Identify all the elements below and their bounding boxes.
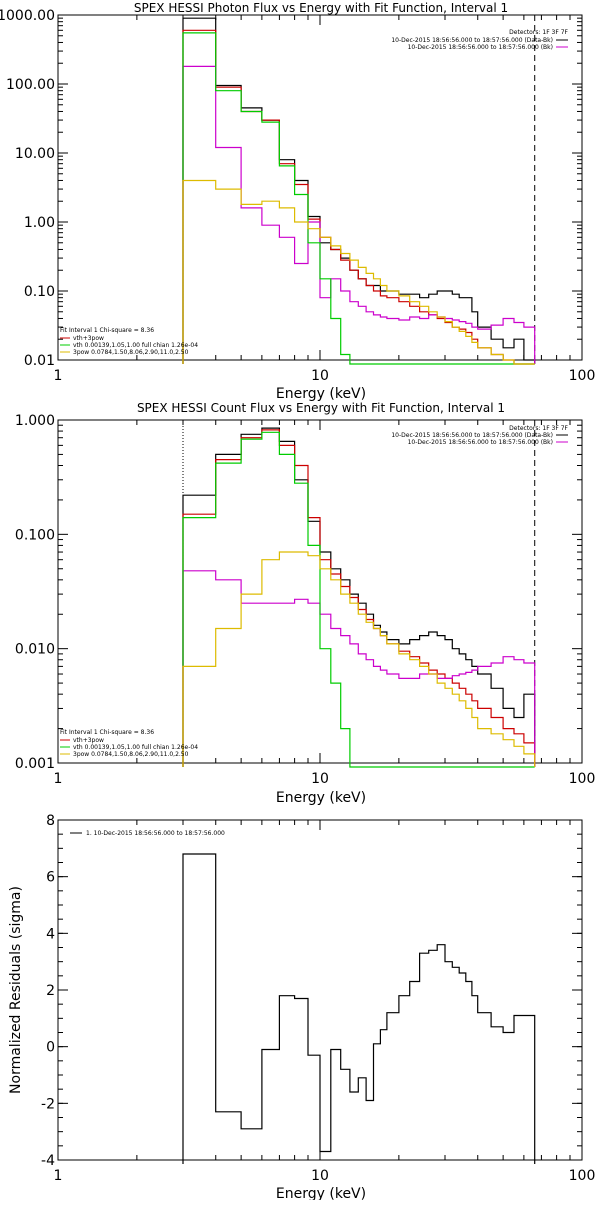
series-group (182, 427, 536, 768)
legend-header: Fit Interval 1 Chi-square = 8.36 (60, 327, 154, 334)
legend-header: Fit Interval 1 Chi-square = 8.36 (60, 729, 154, 736)
series-line-1-10-dec-2015-18-56-56-000-to-18-57-56-000 (182, 853, 536, 1164)
y-tick-label: 10.00 (15, 146, 55, 162)
panel-photon-flux: SPEX HESSI Photon Flux vs Energy with Fi… (0, 1, 595, 402)
y-tick-label: 100.00 (6, 77, 55, 93)
series-group (182, 17, 536, 365)
reference-lines (182, 420, 536, 763)
legend-entry: 3pow 0.0784,1.50,8.06,2.90,11.0,2.50 (73, 349, 189, 356)
series-line-vth-3pow (182, 429, 536, 767)
axis-ticks: 1 10 100 -4 -2 0 2 4 6 8 (41, 813, 595, 1184)
legend-bottom-left: Fit Interval 1 Chi-square = 8.36 vth+3po… (60, 327, 198, 356)
series-group (182, 853, 536, 1164)
y-tick-label: 6 (46, 870, 55, 886)
x-tick-label: 1 (54, 1168, 63, 1184)
plot-frame (57, 14, 583, 361)
series-line-bk (182, 65, 536, 364)
axis-ticks: 1 10 100 0.001 0.010 0.100 1.000 (15, 413, 595, 787)
x-tick-label: 100 (569, 368, 596, 384)
y-tick-label: 0.001 (15, 756, 55, 772)
legend-entry: vth+3pow (73, 335, 104, 342)
series-line-vth (182, 32, 535, 365)
reference-lines (182, 15, 536, 360)
legend-entry: 10-Dec-2015 18:56:56.000 to 18:57:56.000… (408, 439, 553, 446)
series-line-data-bk (182, 17, 536, 364)
x-tick-label: 100 (569, 1168, 596, 1184)
legend-entry: 10-Dec-2015 18:56:56.000 to 18:57:56.000… (408, 44, 553, 51)
y-axis-label: Normalized Residuals (sigma) (8, 886, 24, 1094)
y-tick-label: -4 (41, 1153, 55, 1169)
series-line-bk (182, 570, 536, 767)
chart-title: SPEX HESSI Count Flux vs Energy with Fit… (137, 401, 505, 415)
legend-entry: 3pow 0.0784,1.50,8.06,2.90,11.0,2.50 (73, 751, 189, 758)
chart-title: SPEX HESSI Photon Flux vs Energy with Fi… (134, 1, 508, 15)
y-tick-label: 2 (46, 983, 55, 999)
x-axis-label: Energy (keV) (276, 790, 366, 806)
y-tick-label: 0.01 (24, 353, 55, 369)
x-axis-label: Energy (keV) (276, 1186, 366, 1200)
legend-entry: 10-Dec-2015 18:56:56.000 to 18:57:56.000… (391, 37, 553, 44)
legend-top-right: Detectors: 1F 3F 7F 10-Dec-2015 18:56:56… (391, 425, 568, 446)
x-tick-label: 10 (311, 771, 329, 787)
y-tick-label: 0.100 (15, 527, 55, 543)
panel-count-flux: SPEX HESSI Count Flux vs Energy with Fit… (15, 401, 595, 806)
legend-entry: vth 0.00139,1.05,1.00 full chian 1.26e-0… (73, 342, 198, 349)
y-tick-label: 0 (46, 1040, 55, 1056)
y-tick-label: 0.10 (24, 284, 55, 300)
y-tick-label: 1.00 (24, 215, 55, 231)
legend-header: Detectors: 1F 3F 7F (509, 29, 568, 36)
y-tick-label: 1.000 (15, 413, 55, 429)
x-axis-label: Energy (keV) (276, 386, 366, 402)
x-tick-label: 1 (54, 771, 63, 787)
y-tick-label: 4 (46, 926, 55, 942)
y-tick-label: 0.010 (15, 642, 55, 658)
series-line-3pow (182, 179, 535, 365)
legend-top-left: 1. 10-Dec-2015 18:56:56.000 to 18:57:56.… (70, 830, 225, 837)
legend-entry: 10-Dec-2015 18:56:56.000 to 18:57:56.000… (391, 432, 553, 439)
y-tick-label: 8 (46, 813, 55, 829)
series-line-vth-3pow (182, 29, 535, 365)
series-line-vth (182, 431, 535, 768)
x-tick-label: 1 (54, 368, 63, 384)
x-tick-label: 10 (311, 1168, 329, 1184)
axis-ticks: 1 10 100 0.01 0.10 1.00 10.00 100.00 1000.00 (0, 8, 595, 384)
y-tick-label: 1000.00 (0, 8, 55, 24)
legend-entry: 1. 10-Dec-2015 18:56:56.000 to 18:57:56.… (86, 830, 225, 837)
x-tick-label: 100 (569, 771, 596, 787)
series-line-3pow (182, 551, 536, 767)
legend-header: Detectors: 1F 3F 7F (509, 425, 568, 432)
panel-residuals: 1 10 100 -4 -2 0 2 4 6 8 Energy (keV) Normalized … (8, 813, 595, 1202)
legend-bottom-left: Fit Interval 1 Chi-square = 8.36 vth+3po… (60, 729, 198, 758)
legend-entry: vth 0.00139,1.05,1.00 full chian 1.26e-0… (73, 744, 198, 751)
legend-entry: vth+3pow (73, 737, 104, 744)
y-tick-label: -2 (41, 1096, 55, 1112)
x-tick-label: 10 (311, 368, 329, 384)
legend-top-right: Detectors: 1F 3F 7F 10-Dec-2015 18:56:56… (391, 29, 568, 51)
